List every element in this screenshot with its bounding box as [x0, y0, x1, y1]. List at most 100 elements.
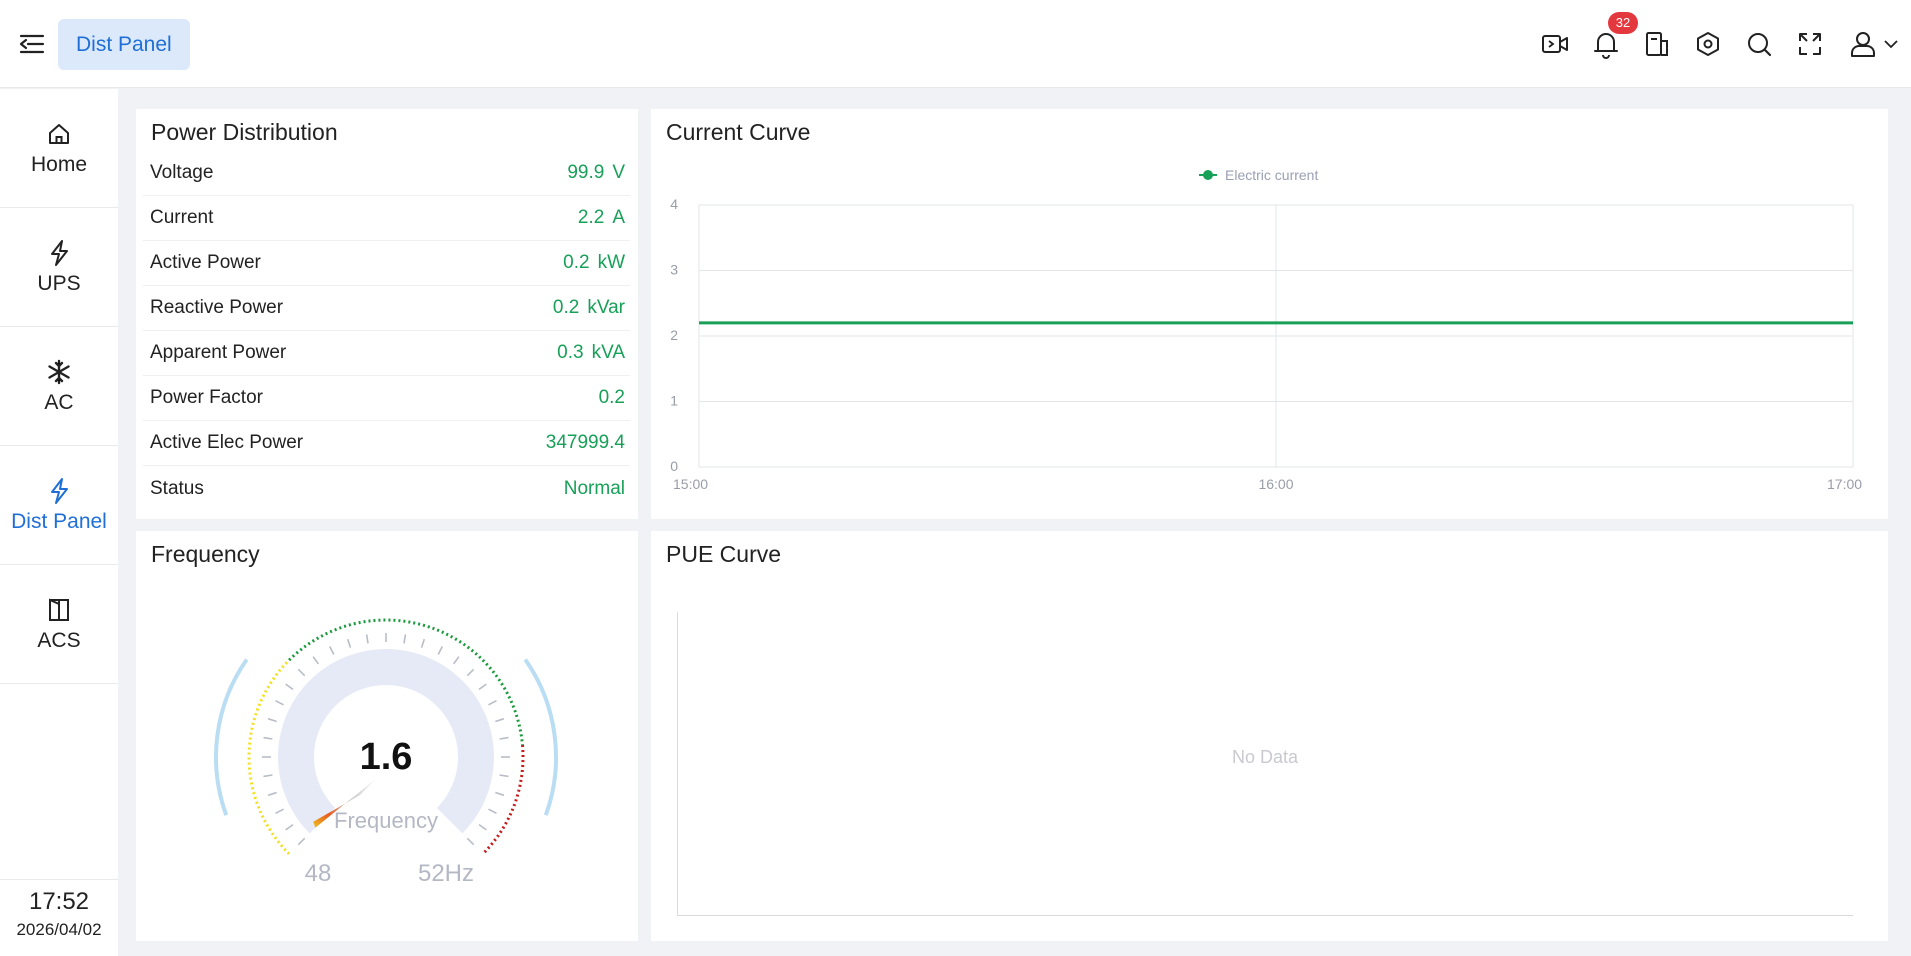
gauge-tick — [499, 736, 509, 740]
gauge-tick — [452, 656, 460, 665]
frequency-title: Frequency — [151, 541, 260, 567]
pd-value: 0.2 kVar — [553, 297, 625, 319]
gauge-tick — [420, 638, 426, 648]
pd-row-active-elec-power: Active Elec Power 347999.4 — [143, 421, 630, 466]
active-tab-dist-panel[interactable]: Dist Panel — [58, 19, 190, 70]
gauge-tick — [478, 683, 487, 691]
chevron-down-icon — [1884, 40, 1898, 49]
pd-label: Active Elec Power — [150, 432, 304, 453]
video-icon[interactable] — [1529, 22, 1580, 66]
pd-row-active-power: Active Power 0.2 kW — [143, 241, 630, 286]
pd-value-number: Normal — [563, 477, 625, 499]
legend-marker — [1203, 170, 1213, 180]
current-curve-card: Current Curve 0 1 2 3 4 15:00 16:00 17:00 Electr… — [651, 109, 1888, 519]
gauge-glow-right — [523, 658, 558, 816]
pd-value-unit: kVA — [591, 342, 625, 363]
user-menu[interactable] — [1835, 22, 1911, 66]
gauge-tick — [403, 634, 407, 644]
door-icon — [47, 595, 71, 625]
gauge-glow-left — [214, 658, 249, 816]
pd-label: Power Factor — [150, 387, 263, 408]
current-curve-chart: 0 1 2 3 4 15:00 16:00 17:00 Electric current — [670, 167, 1862, 492]
sidebar-item-ac[interactable]: AC — [0, 327, 118, 446]
settings-icon[interactable] — [1682, 22, 1733, 66]
pue-curve-title: PUE Curve — [666, 541, 782, 567]
pd-label: Apparent Power — [150, 342, 287, 363]
y-tick-label: 1 — [670, 393, 678, 409]
gauge-tick — [488, 699, 497, 706]
sidebar-item-home[interactable]: Home — [0, 89, 118, 208]
pd-value-unit: V — [612, 162, 625, 183]
gauge-band-ok — [288, 618, 524, 746]
current-curve-title: Current Curve — [666, 119, 811, 145]
clock-time: 17:52 — [28, 888, 90, 915]
gauge-min-label: 48 — [305, 860, 332, 887]
pd-value-number: 2.2 — [577, 207, 605, 228]
sidebar-item-label: UPS — [37, 272, 81, 295]
gauge-tick — [478, 823, 487, 831]
pd-value-unit: A — [612, 207, 625, 228]
pd-label: Active Power — [150, 252, 261, 273]
pd-value-unit: kW — [597, 252, 625, 273]
document-icon[interactable] — [1631, 22, 1682, 66]
bell-icon[interactable]: 32 — [1580, 12, 1638, 66]
header-actions: 32 — [1529, 12, 1911, 66]
pd-row-current: Current 2.2 A — [143, 196, 630, 241]
gauge-tick — [495, 791, 505, 797]
gauge-tick — [263, 774, 273, 778]
gauge-tick — [275, 699, 284, 706]
pue-curve-card: PUE Curve No Data — [651, 531, 1888, 941]
search-icon[interactable] — [1733, 22, 1784, 66]
gauge-tick — [328, 646, 335, 655]
gauge-tick — [466, 668, 475, 677]
pd-label: Voltage — [150, 162, 214, 183]
pd-value: 0.2 — [599, 387, 625, 409]
sidebar-item-label: Home — [30, 153, 88, 176]
sidebar-item-label: AC — [44, 391, 74, 414]
y-tick-label: 2 — [670, 327, 678, 343]
pd-value-number: 0.3 — [557, 342, 584, 363]
sidebar-item-dist-panel[interactable]: Dist Panel — [0, 446, 118, 565]
gauge-band-danger — [481, 744, 525, 855]
gauge-tick — [346, 638, 352, 648]
gauge-tick — [495, 717, 505, 723]
clock-date: 2026/04/02 — [16, 920, 102, 939]
menu-fold-icon[interactable] — [16, 28, 48, 60]
pue-curve-chart: No Data — [677, 612, 1853, 916]
pd-value-number: 0.2 — [563, 252, 590, 273]
pd-row-apparent-power: Apparent Power 0.3 kVA — [143, 331, 630, 376]
lightning-icon — [47, 476, 71, 506]
pd-value: 0.3 kVA — [557, 342, 625, 364]
gauge-tick — [267, 717, 277, 723]
pd-row-status: Status Normal — [143, 466, 630, 511]
gauge-tick — [488, 808, 497, 815]
pd-value-number: 0.2 — [552, 297, 580, 318]
pd-row-voltage: Voltage 99.9 V — [143, 151, 630, 196]
top-bar: Dist Panel 32 — [0, 0, 1911, 88]
user-icon — [1851, 32, 1875, 57]
frequency-gauge: 1.6 Frequency 48 52Hz — [214, 618, 558, 887]
gauge-tick — [365, 634, 369, 644]
pd-value: 347999.4 — [546, 432, 625, 454]
pd-value-number: 99.9 — [567, 162, 605, 183]
notification-badge: 32 — [1608, 12, 1638, 34]
y-tick-label: 0 — [670, 458, 678, 474]
gauge-tick — [312, 656, 320, 665]
pd-value: 2.2 A — [578, 207, 625, 229]
legend-label[interactable]: Electric current — [1225, 167, 1318, 183]
y-tick-label: 3 — [670, 262, 678, 278]
gauge-tick — [499, 774, 509, 778]
gauge-label: Frequency — [334, 808, 438, 833]
gauge-track — [278, 649, 494, 834]
gauge-tick — [267, 791, 277, 797]
x-tick-label: 16:00 — [1258, 476, 1293, 492]
power-distribution-card: Power Distribution Voltage 99.9 V Current 2.… — [136, 109, 638, 519]
pd-value-unit: kVar — [587, 297, 625, 318]
gauge-tick — [466, 837, 475, 846]
frequency-card: Frequency 1.6 Frequency 48 52Hz — [136, 531, 638, 941]
sidebar-item-ups[interactable]: UPS — [0, 208, 118, 327]
fullscreen-icon[interactable] — [1784, 22, 1835, 66]
sidebar-item-acs[interactable]: ACS — [0, 565, 118, 684]
gauge-tick — [263, 736, 273, 740]
pd-value: 0.2 kW — [563, 252, 625, 274]
